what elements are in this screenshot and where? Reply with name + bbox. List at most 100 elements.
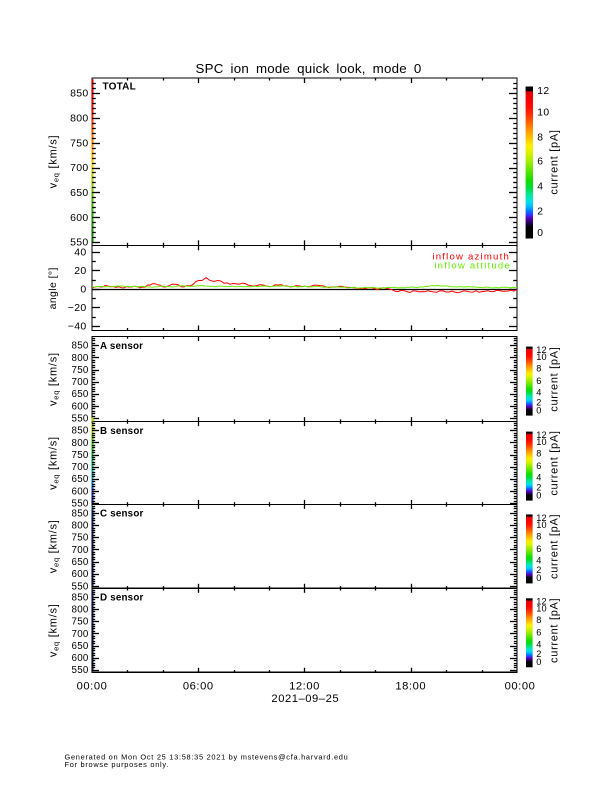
svg-text:800: 800	[72, 521, 89, 532]
svg-text:6: 6	[536, 628, 541, 638]
svg-text:10: 10	[536, 437, 546, 447]
svg-text:600: 600	[72, 653, 89, 664]
svg-text:6: 6	[536, 461, 541, 471]
svg-text:40: 40	[74, 246, 86, 258]
svg-text:750: 750	[72, 533, 89, 544]
svg-text:Generated on Mon Oct 25 13:58:: Generated on Mon Oct 25 13:58:35 2021 by…	[65, 752, 349, 761]
svg-text:8: 8	[536, 615, 541, 625]
svg-text:2: 2	[536, 482, 541, 492]
svg-text:700: 700	[72, 377, 89, 388]
svg-text:10: 10	[536, 520, 546, 530]
svg-text:650: 650	[72, 389, 89, 400]
svg-text:2021–09–25: 2021–09–25	[271, 693, 339, 705]
svg-text:600: 600	[70, 212, 88, 224]
svg-text:800: 800	[70, 112, 88, 124]
svg-text:800: 800	[72, 604, 89, 615]
svg-text:00:00: 00:00	[77, 680, 108, 692]
svg-text:B sensor: B sensor	[100, 426, 144, 437]
svg-text:12: 12	[536, 345, 546, 355]
svg-text:0: 0	[536, 573, 541, 583]
svg-text:−20: −20	[68, 302, 87, 314]
svg-text:8: 8	[536, 364, 541, 374]
svg-text:550: 550	[72, 581, 89, 592]
svg-text:12:00: 12:00	[289, 680, 320, 692]
svg-text:4: 4	[536, 639, 541, 649]
svg-text:800: 800	[72, 438, 89, 449]
svg-text:750: 750	[72, 365, 89, 376]
svg-text:8: 8	[536, 449, 541, 459]
svg-text:D sensor: D sensor	[100, 593, 144, 604]
svg-text:650: 650	[72, 641, 89, 652]
svg-text:850: 850	[72, 592, 89, 603]
svg-text:850: 850	[70, 88, 88, 100]
svg-text:4: 4	[537, 182, 543, 193]
svg-text:veq [km/s]: veq [km/s]	[48, 436, 61, 490]
svg-text:8: 8	[536, 531, 541, 541]
svg-text:550: 550	[72, 499, 89, 510]
svg-text:6: 6	[537, 157, 543, 168]
svg-text:850: 850	[72, 426, 89, 437]
svg-text:20: 20	[74, 265, 86, 277]
svg-text:current [pA]: current [pA]	[548, 129, 560, 194]
svg-text:850: 850	[72, 341, 89, 352]
svg-text:650: 650	[72, 557, 89, 568]
svg-text:2: 2	[536, 649, 541, 659]
svg-text:18:00: 18:00	[395, 680, 426, 692]
svg-text:550: 550	[72, 414, 89, 425]
svg-text:750: 750	[72, 450, 89, 461]
svg-text:current [pA]: current [pA]	[548, 514, 560, 579]
svg-text:2: 2	[537, 207, 543, 218]
svg-text:veq [km/s]: veq [km/s]	[48, 135, 61, 189]
svg-text:10: 10	[537, 108, 549, 119]
svg-text:A sensor: A sensor	[100, 341, 143, 352]
svg-text:750: 750	[72, 617, 89, 628]
svg-text:700: 700	[72, 462, 89, 473]
svg-text:00:00: 00:00	[505, 680, 536, 692]
svg-text:700: 700	[72, 629, 89, 640]
svg-text:current [pA]: current [pA]	[548, 430, 560, 495]
svg-text:4: 4	[536, 556, 541, 566]
svg-text:veq [km/s]: veq [km/s]	[48, 352, 61, 406]
svg-text:current [pA]: current [pA]	[548, 598, 560, 663]
svg-text:600: 600	[72, 486, 89, 497]
svg-text:800: 800	[72, 353, 89, 364]
svg-text:TOTAL: TOTAL	[103, 82, 136, 93]
svg-text:2: 2	[536, 397, 541, 407]
svg-text:750: 750	[70, 137, 88, 149]
svg-text:550: 550	[72, 665, 89, 676]
svg-text:veq [km/s]: veq [km/s]	[48, 519, 61, 573]
svg-text:700: 700	[72, 545, 89, 556]
svg-text:For browse purposes only.: For browse purposes only.	[65, 760, 170, 769]
svg-text:current [pA]: current [pA]	[548, 346, 560, 411]
svg-text:650: 650	[72, 474, 89, 485]
svg-text:12: 12	[536, 513, 546, 523]
svg-text:0: 0	[536, 490, 541, 500]
svg-text:8: 8	[537, 133, 543, 144]
svg-text:6: 6	[536, 376, 541, 386]
svg-text:650: 650	[70, 187, 88, 199]
svg-text:veq [km/s]: veq [km/s]	[48, 603, 61, 657]
svg-text:0: 0	[536, 405, 541, 415]
svg-text:angle [°]: angle [°]	[47, 267, 59, 309]
svg-text:SPC ion mode quick look, mode: SPC ion mode quick look, mode 0	[195, 61, 421, 76]
svg-text:C sensor: C sensor	[100, 509, 144, 520]
svg-text:10: 10	[536, 604, 546, 614]
svg-text:700: 700	[70, 162, 88, 174]
svg-text:600: 600	[72, 569, 89, 580]
svg-text:06:00: 06:00	[183, 680, 214, 692]
svg-text:0: 0	[536, 657, 541, 667]
svg-text:550: 550	[70, 237, 88, 249]
svg-text:12: 12	[536, 430, 546, 440]
svg-text:−40: −40	[68, 321, 87, 333]
svg-text:10: 10	[536, 352, 546, 362]
svg-text:850: 850	[72, 508, 89, 519]
svg-text:6: 6	[536, 544, 541, 554]
svg-text:4: 4	[536, 388, 541, 398]
svg-text:inflow attitude: inflow attitude	[434, 261, 511, 272]
svg-text:12: 12	[537, 86, 549, 97]
svg-text:0: 0	[537, 228, 543, 239]
svg-text:12: 12	[536, 597, 546, 607]
svg-text:600: 600	[72, 401, 89, 412]
svg-text:0: 0	[80, 283, 86, 295]
svg-text:2: 2	[536, 565, 541, 575]
